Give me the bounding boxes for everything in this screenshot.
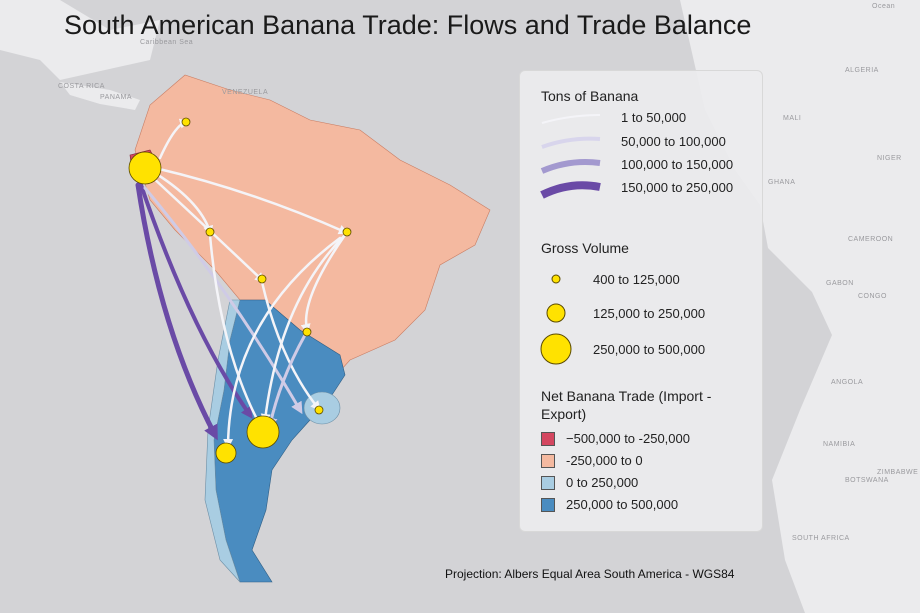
legend-item: 0 to 250,000 [566, 475, 639, 490]
flow [223, 236, 342, 449]
flow [135, 182, 218, 441]
central-america-land [60, 82, 140, 110]
legend-item: 50,000 to 100,000 [621, 134, 726, 149]
legend-title: Tons of Banana [541, 88, 639, 104]
flow-symbol [541, 136, 601, 149]
basemap-label: GHANA [768, 179, 795, 186]
salmon-countries [134, 74, 491, 381]
basemap-label: Caribbean Sea [140, 39, 193, 46]
legend-item: 100,000 to 150,000 [621, 157, 734, 172]
basemap-label: VENEZUELA [222, 89, 268, 96]
volume-circle [246, 415, 280, 449]
legend-swatch [541, 454, 555, 468]
caribbean-land [0, 0, 160, 80]
legend-item: 1 to 50,000 [621, 110, 687, 125]
flow-symbol [541, 114, 601, 124]
basemap-label: ZIMBABWE [877, 469, 918, 476]
volume-circle [205, 227, 215, 237]
flow [300, 233, 347, 334]
legend-swatch [541, 476, 555, 490]
volume-circle [215, 442, 237, 464]
flow [208, 233, 262, 429]
volume-circle [302, 327, 312, 337]
legend: Tons of Banana 1 to 50,000 50,000 to 100… [519, 70, 763, 532]
basemap-label: MALI [783, 115, 801, 122]
flow-symbol [540, 159, 601, 174]
flow [260, 233, 347, 424]
flow [260, 280, 321, 412]
basemap-label: PANAMA [100, 94, 132, 101]
basemap-label: BOTSWANA [845, 477, 889, 484]
legend-title: Net Banana Trade (Import - Export) [541, 388, 712, 422]
volume-circle [128, 151, 162, 185]
basemap-labels: Ocean Caribbean Sea COSTA RICA PANAMA VENEZU… [58, 3, 918, 542]
legend-swatch [541, 498, 555, 512]
projection-note: Projection: Albers Equal Area South Amer… [445, 567, 735, 581]
basemap-label: SOUTH AFRICA [792, 535, 850, 542]
flow-symbol [540, 181, 601, 199]
basemap-label: GABON [826, 280, 854, 287]
flow [265, 333, 307, 430]
volume-symbol [546, 303, 566, 323]
legend-item: -250,000 to 0 [566, 453, 643, 468]
legend-title: Gross Volume [541, 240, 629, 256]
legend-item: 125,000 to 250,000 [593, 306, 706, 321]
legend-item: 250,000 to 500,000 [566, 497, 679, 512]
flow [148, 168, 213, 236]
basemap-label: NIGER [877, 155, 902, 162]
basemap-label: NAMIBIA [823, 441, 855, 448]
volume-symbols [540, 274, 572, 365]
flow [143, 186, 303, 415]
volume-circle [342, 227, 352, 237]
volume-circles [128, 117, 352, 464]
volume-circle [314, 405, 324, 415]
legend-swatch [541, 432, 555, 446]
volume-circle [257, 274, 267, 284]
legend-item: 250,000 to 500,000 [593, 342, 706, 357]
legend-item: 400 to 125,000 [593, 272, 680, 287]
basemap-label: ANGOLA [831, 379, 863, 386]
basemap-label: COSTA RICA [58, 83, 105, 90]
basemap-label: Ocean [872, 3, 895, 10]
flow-symbols [540, 114, 601, 199]
volume-symbol [551, 274, 561, 284]
volume-symbol [540, 333, 572, 365]
map-title: South American Banana Trade: Flows and T… [64, 10, 752, 40]
flow [153, 166, 349, 235]
volume-circle [181, 117, 191, 127]
legend-item: −500,000 to -250,000 [566, 431, 690, 446]
legend-item: 150,000 to 250,000 [621, 180, 734, 195]
basemap-label: CONGO [858, 293, 887, 300]
basemap-label: ALGERIA [845, 67, 879, 74]
basemap-label: CAMEROON [848, 236, 893, 243]
